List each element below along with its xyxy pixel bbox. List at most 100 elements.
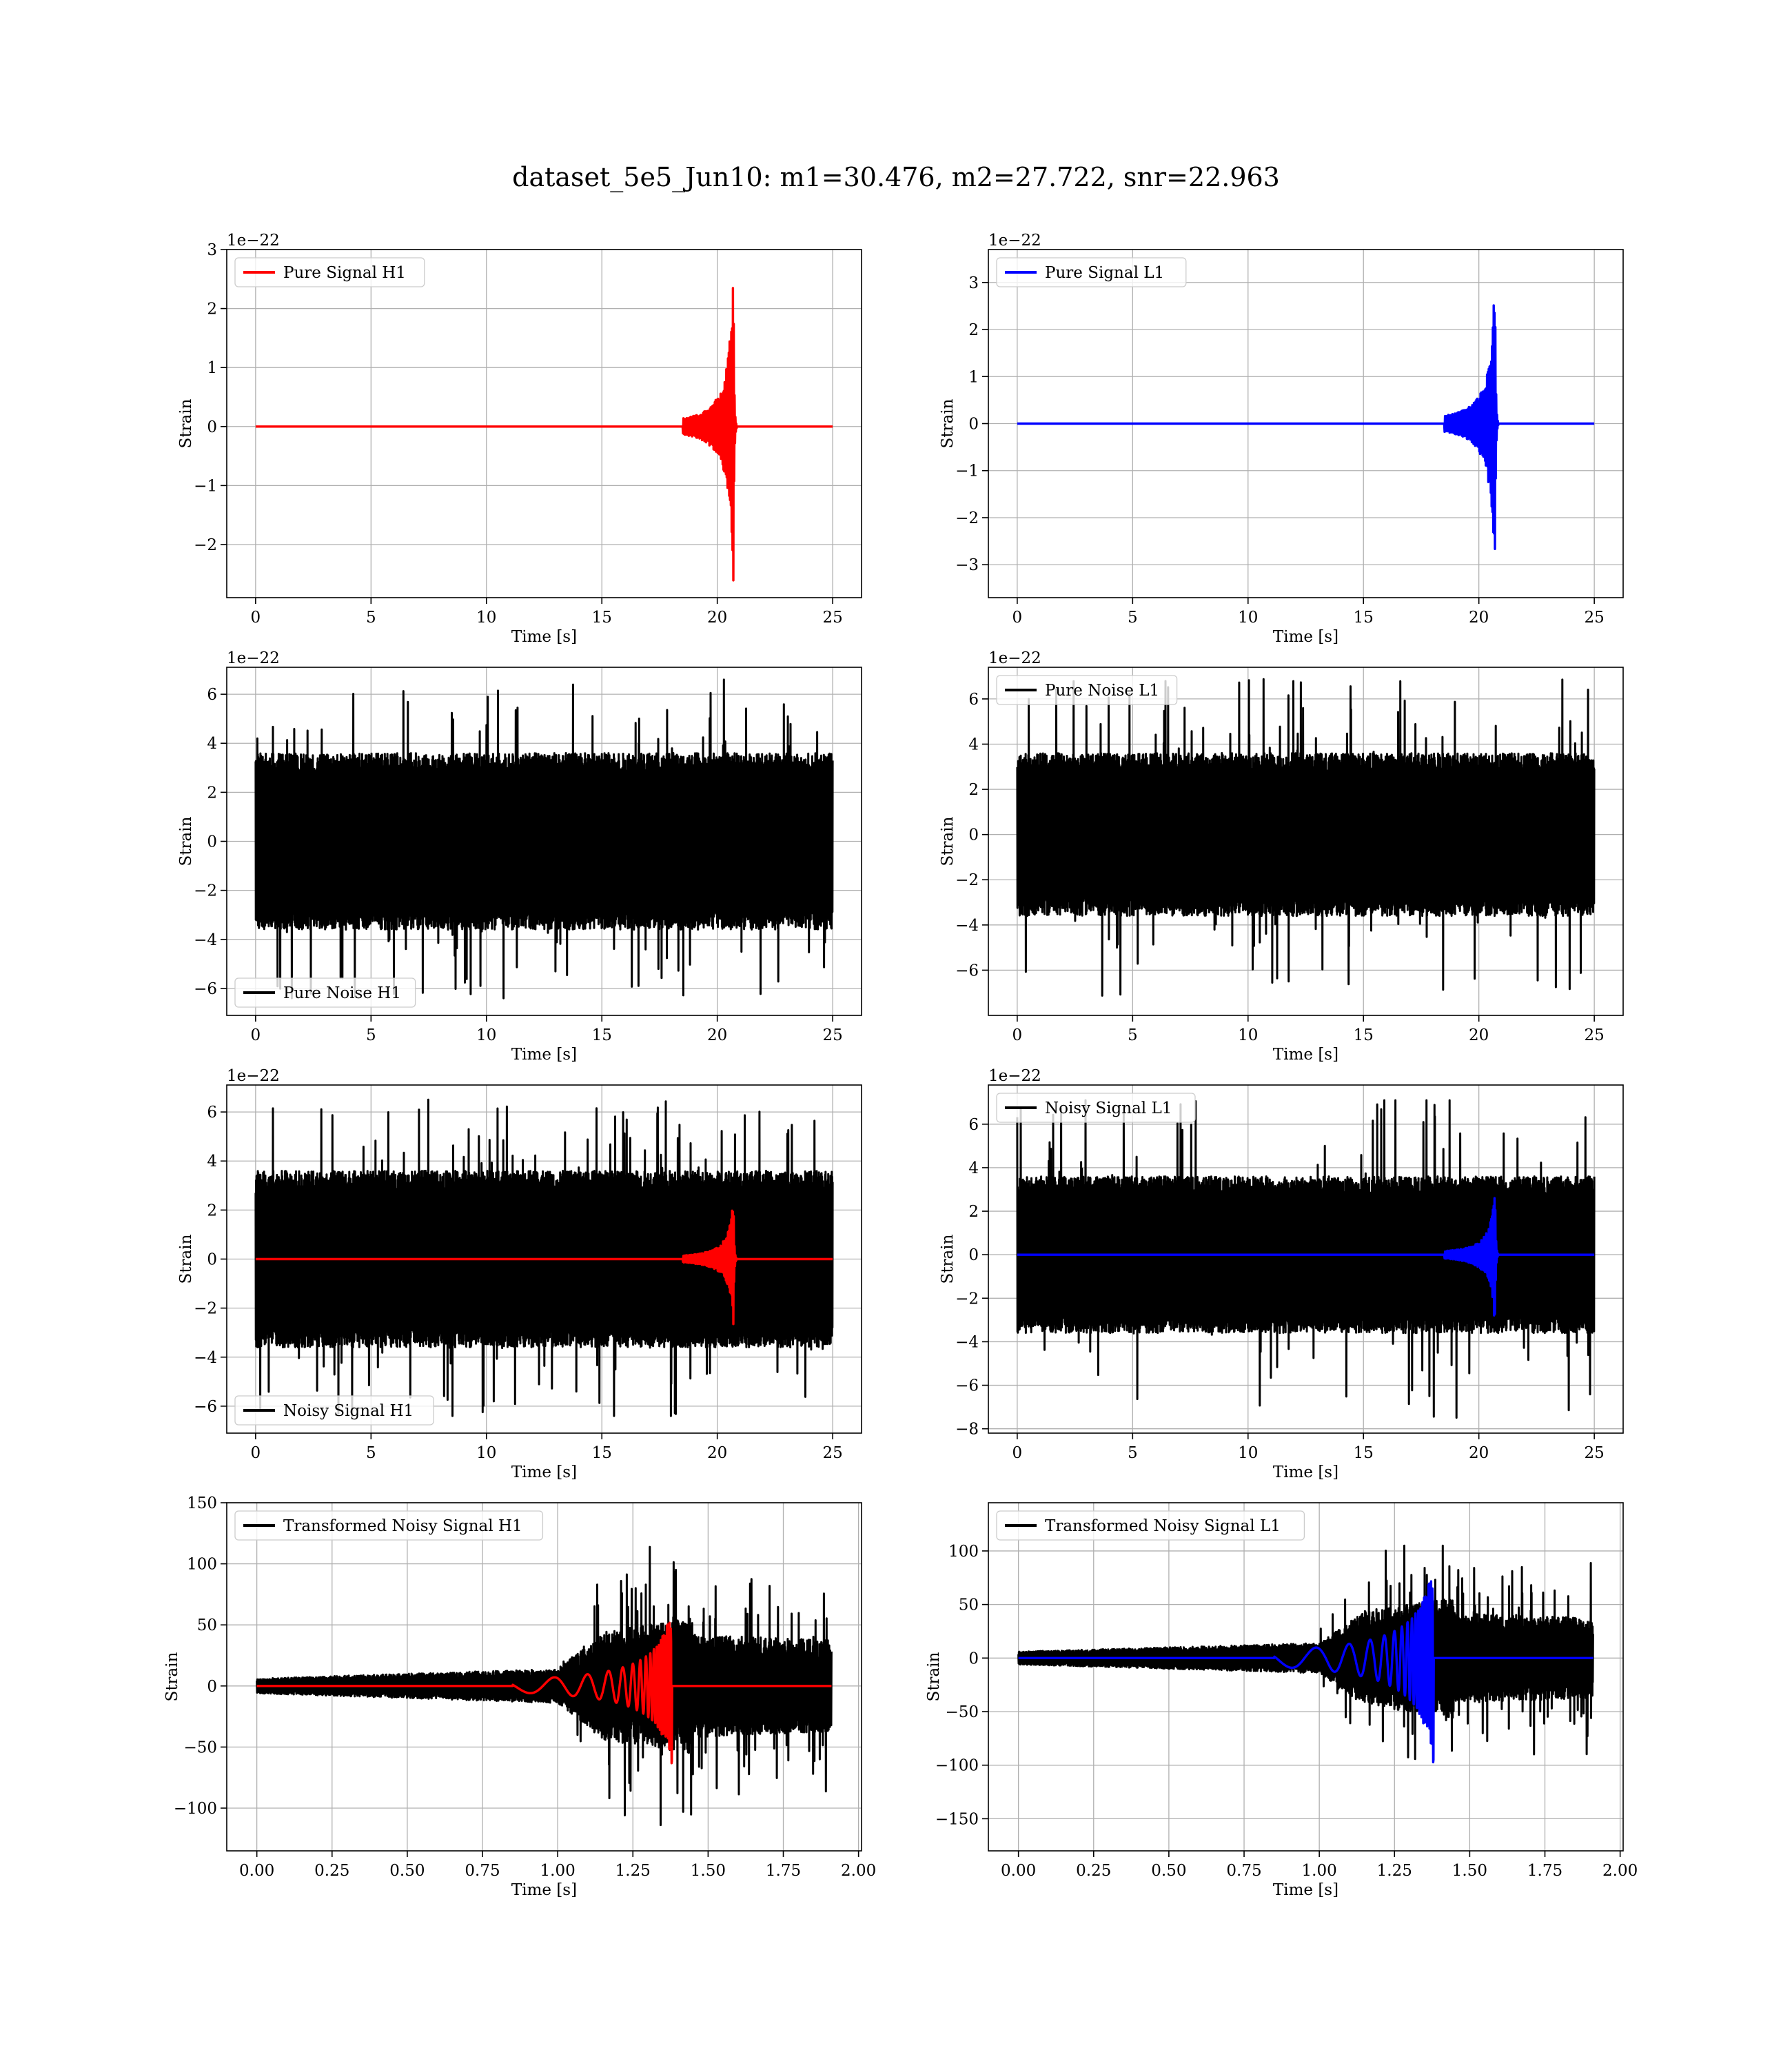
x-tick-label: 10 [1238,609,1258,627]
x-axis-label: Time [s] [1273,628,1338,646]
y-tick-label: 4 [968,736,979,753]
y-axis-label: Strain [177,398,195,448]
x-tick-label: 5 [1128,1444,1138,1462]
y-tick-label: 0 [968,1246,979,1264]
x-axis-label: Time [s] [1273,1881,1338,1899]
y-axis-label: Strain [939,1234,957,1284]
series-line-overlay [1017,1580,1594,1764]
y-tick-label: 0 [968,416,979,434]
x-tick-label: 0.75 [1226,1862,1261,1880]
legend-label: Transformed Noisy Signal L1 [1045,1517,1281,1535]
y-tick-label: 6 [207,686,217,704]
plot-area [1017,1544,1594,1764]
x-axis-label: Time [s] [511,1881,577,1899]
y-tick-label: 2 [207,784,217,802]
offset-text: 1e−22 [988,1067,1041,1085]
y-tick-label: −100 [935,1757,979,1775]
x-tick-label: 5 [1128,609,1138,627]
y-tick-label: 6 [968,691,979,709]
x-tick-label: 15 [1354,1444,1374,1462]
y-axis-label: Strain [177,816,195,866]
y-axis-label: Strain [163,1652,181,1701]
x-tick-label: 0.50 [389,1862,425,1880]
series-line-pure-noise-h1 [254,678,834,1000]
panel-noisy-signal-l1: 0 5 10 15 20 25 −8 −6 −4 −2 0 2 4 6 Time [s] Strain 1e−2… [939,1067,1624,1481]
y-axis-label: Strain [939,816,957,866]
y-tick-label: −3 [955,556,979,574]
legend-box [234,1510,544,1541]
x-tick-label: 5 [1128,1026,1138,1044]
legend-box [996,1093,1196,1123]
legend-box [996,675,1178,705]
y-tick-label: 4 [207,1153,217,1170]
y-tick-label: 6 [968,1116,979,1134]
x-tick-label: 25 [1584,1444,1604,1462]
x-tick-label: 10 [1238,1444,1258,1462]
x-tick-label: 2.00 [1602,1862,1638,1880]
x-tick-label: 15 [592,1444,612,1462]
y-tick-label: −2 [194,882,217,900]
panel-transformed-noisy-signal-h1: 0.00 0.25 0.50 0.75 1.00 1.25 1.50 1.75 2.00 −100… [163,1494,876,1899]
y-tick-label: −2 [194,536,217,554]
panel-pure-noise-l1: 0 5 10 15 20 25 −6 −4 −2 0 2 4 6 Time [s] Strain 1e−22P… [939,649,1624,1064]
y-tick-label: 2 [968,781,979,799]
x-tick-label: 10 [1238,1026,1258,1044]
y-tick-label: −2 [955,871,979,889]
y-tick-label: −4 [194,931,217,949]
y-tick-label: −4 [955,917,979,935]
x-tick-label: 0.75 [465,1862,500,1880]
y-tick-label: −4 [955,1333,979,1351]
legend-label: Pure Signal L1 [1045,264,1164,282]
series-line-noisy-signal-l1 [1016,1099,1596,1419]
series-line-overlay [256,1621,833,1765]
y-tick-label: 1 [207,359,217,377]
legend-box [234,257,425,287]
y-tick-label: −150 [935,1810,979,1828]
legend-box [234,977,416,1008]
panel-pure-noise-h1: 0 5 10 15 20 25 −6 −4 −2 0 2 4 6 Time [s] Strain 1e−22 P… [177,649,862,1064]
plot-area [1016,678,1596,997]
axes-frame [988,667,1624,1016]
y-axis-label: Strain [939,398,957,448]
series-line-overlay [1016,1197,1596,1317]
x-tick-label: 25 [1584,609,1604,627]
series-line-pure-signal-l1 [1016,304,1596,550]
offset-text: 1e−22 [227,1067,280,1085]
y-tick-label: 4 [207,735,217,753]
y-axis-label: Strain [177,1234,195,1284]
x-tick-label: 25 [1584,1026,1604,1044]
series-line-overlay [254,1209,834,1326]
x-axis-label: Time [s] [1273,1463,1338,1481]
x-axis-label: Time [s] [511,1463,577,1481]
legend-box [996,1510,1305,1541]
series-line-transformed-noisy-signal-l1 [1017,1544,1594,1761]
figure-title: dataset_5e5_Jun10: m1=30.476, m2=27.722,… [512,162,1280,193]
y-tick-label: −4 [194,1349,217,1367]
x-tick-label: 10 [476,1026,496,1044]
y-tick-label: −100 [174,1800,217,1818]
x-tick-label: 10 [476,1444,496,1462]
x-tick-label: 5 [366,1026,376,1044]
x-tick-label: 0.25 [1076,1862,1111,1880]
series-line-pure-signal-h1 [254,287,834,582]
y-tick-label: −1 [955,463,979,480]
axes-frame [226,1502,862,1852]
y-tick-label: 100 [187,1556,217,1574]
offset-text: 1e−22 [227,232,280,250]
legend-label: Pure Signal H1 [283,264,406,282]
y-tick-label: −50 [183,1738,217,1756]
axes-frame [988,1502,1624,1852]
x-tick-label: 0.25 [314,1862,349,1880]
x-tick-label: 1.00 [1302,1862,1337,1880]
panel-transformed-noisy-signal-l1: 0.00 0.25 0.50 0.75 1.00 1.25 1.50 1.75 2.00 −150… [925,1502,1638,1899]
series-line-pure-noise-l1 [1016,678,1596,997]
x-tick-label: 15 [1354,609,1374,627]
y-tick-label: −6 [955,962,979,980]
y-tick-label: −1 [194,477,217,495]
x-tick-label: 25 [822,609,842,627]
plot-area [254,1098,834,1417]
x-tick-label: 20 [707,1026,727,1044]
x-tick-label: 5 [366,609,376,627]
x-tick-label: 15 [592,1026,612,1044]
